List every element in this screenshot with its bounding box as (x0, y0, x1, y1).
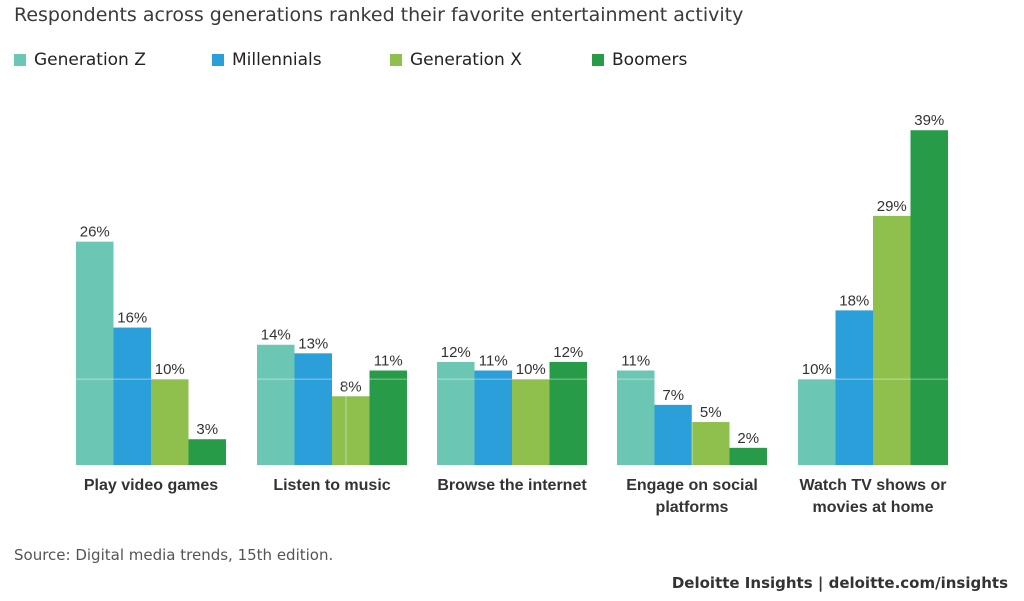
legend-item-millennials: Millennials (212, 50, 322, 70)
category-label-engage-on-social-platforms: Engage on social platforms (626, 477, 758, 516)
legend-swatch-millennials (212, 54, 224, 66)
category-label-watch-tv-shows-or-movies-at-home: Watch TV shows or movies at home (800, 477, 947, 516)
value-label-watch-tv-shows-or-movies-at-home-generation-x: 29% (877, 198, 907, 215)
bar-browse-the-internet-boomers (549, 361, 587, 465)
legend-swatch-generation-z (14, 54, 26, 66)
bar-play-video-games-boomers (188, 439, 226, 465)
value-label-engage-on-social-platforms-millennials: 7% (662, 387, 684, 404)
legend-label-generation-z: Generation Z (34, 50, 146, 70)
bar-listen-to-music-generation-z (257, 344, 295, 465)
value-label-browse-the-internet-generation-x: 10% (516, 361, 546, 378)
legend-label-millennials: Millennials (232, 50, 322, 70)
bar-listen-to-music-boomers (369, 370, 407, 465)
value-label-listen-to-music-generation-x: 8% (340, 378, 362, 395)
chart-legend: Generation Z Millennials Generation X Bo… (0, 50, 1024, 74)
bar-watch-tv-shows-or-movies-at-home-generation-z (798, 379, 836, 465)
bar-watch-tv-shows-or-movies-at-home-boomers (910, 130, 948, 465)
value-label-listen-to-music-millennials: 13% (298, 335, 328, 352)
value-label-play-video-games-millennials: 16% (117, 310, 147, 327)
value-label-listen-to-music-boomers: 11% (374, 353, 403, 370)
legend-swatch-boomers (592, 54, 604, 66)
bar-play-video-games-generation-z (76, 241, 114, 465)
value-label-watch-tv-shows-or-movies-at-home-millennials: 18% (839, 292, 869, 309)
legend-item-generation-z: Generation Z (14, 50, 146, 70)
bar-browse-the-internet-generation-z (437, 361, 475, 465)
bar-play-video-games-generation-x (151, 379, 189, 465)
bar-watch-tv-shows-or-movies-at-home-millennials (835, 310, 873, 465)
bar-browse-the-internet-generation-x (512, 379, 550, 465)
value-label-play-video-games-generation-x: 10% (155, 361, 185, 378)
bar-engage-on-social-platforms-generation-x (692, 422, 730, 465)
value-label-browse-the-internet-boomers: 12% (553, 344, 583, 361)
category-label-listen-to-music: Listen to music (273, 477, 390, 494)
bar-play-video-games-millennials (113, 327, 151, 465)
chart-title: Respondents across generations ranked th… (14, 4, 744, 26)
bar-chart: 26% 16% 10% 3% Play video games 14% 13% 8% 11% Li… (76, 112, 948, 516)
value-label-play-video-games-boomers: 3% (196, 421, 218, 438)
category-label-browse-the-internet: Browse the internet (437, 477, 587, 494)
category-label-play-video-games: Play video games (84, 477, 218, 494)
bar-listen-to-music-generation-x (332, 396, 370, 465)
legend-label-boomers: Boomers (612, 50, 688, 70)
legend-item-generation-x: Generation X (390, 50, 522, 70)
brand-credit: Deloitte Insights | deloitte.com/insight… (671, 574, 1008, 592)
value-label-watch-tv-shows-or-movies-at-home-generation-z: 10% (802, 361, 832, 378)
value-label-engage-on-social-platforms-generation-z: 11% (621, 353, 650, 370)
value-label-browse-the-internet-generation-z: 12% (441, 344, 471, 361)
source-note: Source: Digital media trends, 15th editi… (14, 546, 334, 564)
value-label-watch-tv-shows-or-movies-at-home-boomers: 39% (914, 112, 944, 129)
value-label-engage-on-social-platforms-boomers: 2% (737, 430, 759, 447)
bar-browse-the-internet-millennials (474, 370, 512, 465)
legend-swatch-generation-x (390, 54, 402, 66)
value-label-listen-to-music-generation-z: 14% (261, 327, 291, 344)
value-label-browse-the-internet-millennials: 11% (479, 353, 508, 370)
legend-label-generation-x: Generation X (410, 50, 522, 70)
value-label-play-video-games-generation-z: 26% (80, 224, 110, 241)
bar-watch-tv-shows-or-movies-at-home-generation-x (873, 215, 911, 465)
legend-item-boomers: Boomers (592, 50, 687, 70)
bar-engage-on-social-platforms-millennials (654, 404, 692, 465)
value-label-engage-on-social-platforms-generation-x: 5% (700, 404, 722, 421)
bar-engage-on-social-platforms-generation-z (617, 370, 655, 465)
bar-listen-to-music-millennials (294, 353, 332, 465)
bar-engage-on-social-platforms-boomers (729, 447, 767, 465)
